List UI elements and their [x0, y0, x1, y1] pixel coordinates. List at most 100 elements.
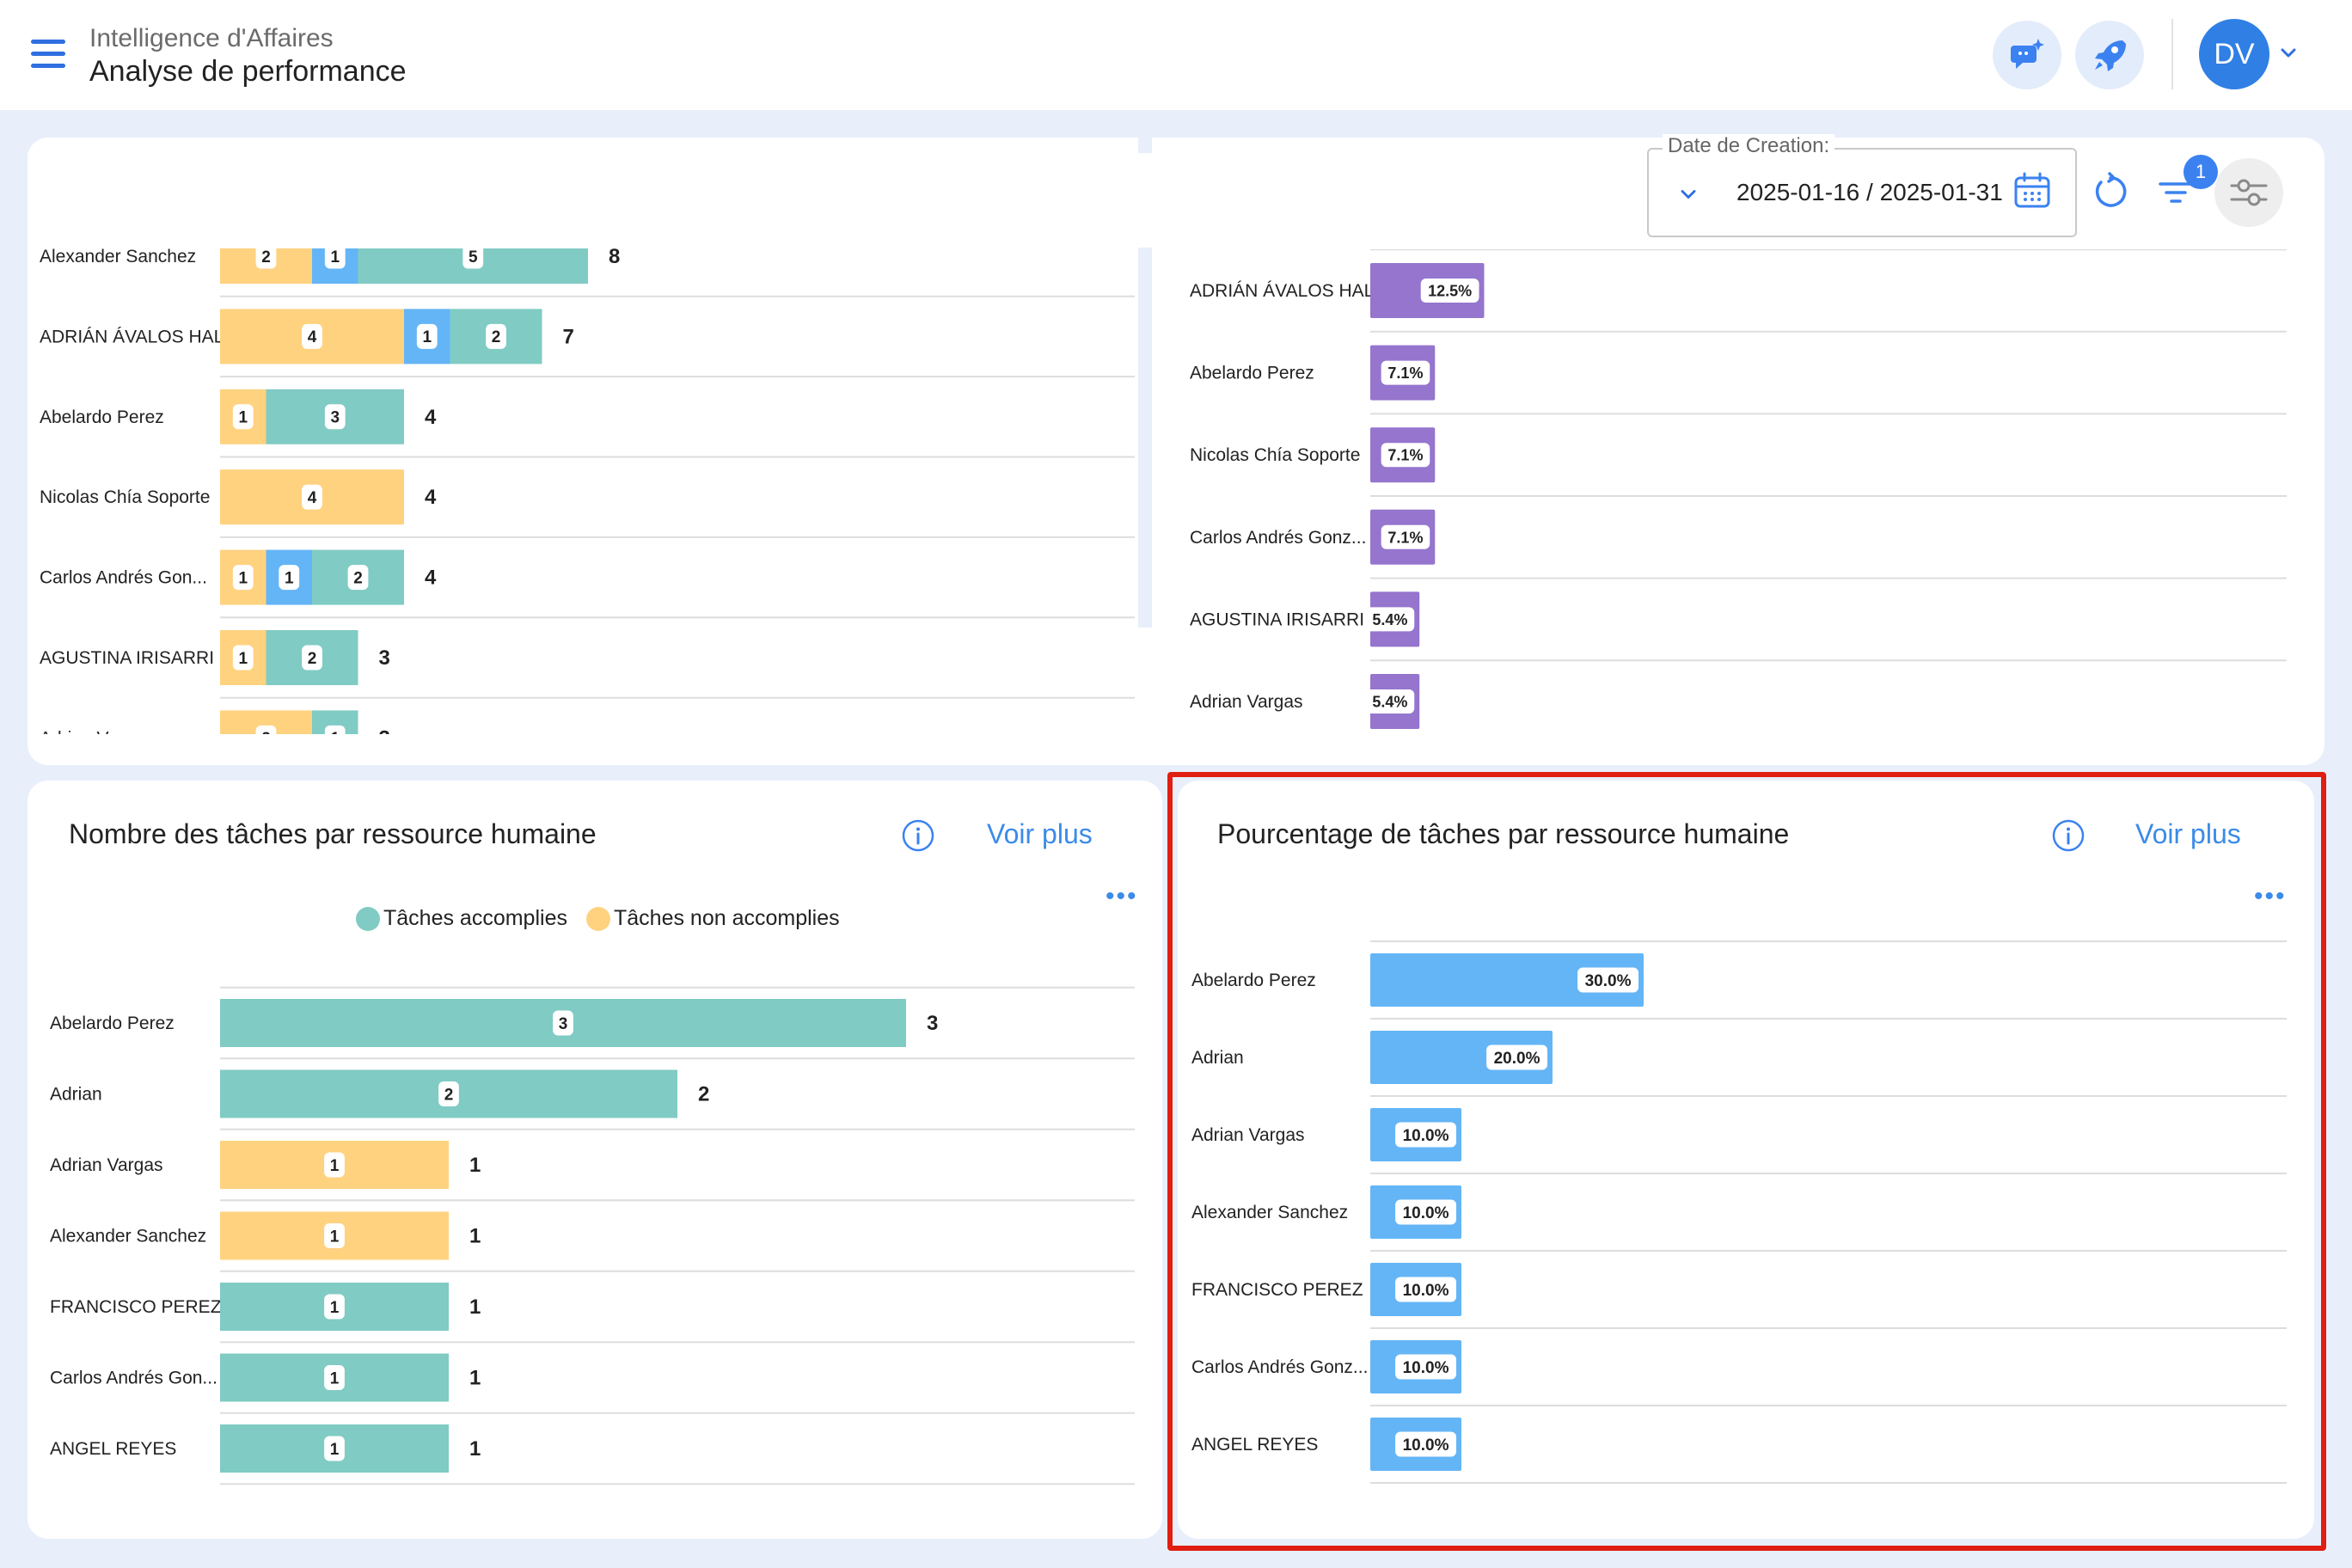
percentage-value-label: 10.0%	[1403, 1127, 1449, 1145]
segment-value-label-chip	[324, 404, 346, 430]
segment-value-label-chip	[324, 1152, 345, 1178]
category-label: Alexander Sanchez	[50, 1227, 206, 1246]
top-bar: Intelligence d'Affaires Analyse de perfo…	[0, 0, 2352, 110]
bar-row[interactable]: ANGEL REYES 1 1	[50, 1424, 481, 1473]
percentage-value-label: 10.0%	[1403, 1204, 1449, 1222]
ai-chat-button[interactable]	[1993, 21, 2061, 89]
bar-row[interactable]: Abelardo Perez 1 3 4	[40, 389, 437, 444]
rocket-icon	[2095, 40, 2126, 71]
total-label: 1	[469, 1295, 481, 1319]
category-label: Nicolas Chía Soporte	[1190, 445, 1360, 465]
bar[interactable]	[1370, 1031, 1553, 1084]
bar-row[interactable]: Abelardo Perez 3 3	[50, 999, 938, 1047]
bar-row[interactable]: Carlos Andrés Gonz... 10.0%	[1191, 1340, 1461, 1393]
bar-row[interactable]: FRANCISCO PEREZ 1 1	[50, 1283, 481, 1331]
voir-plus-link[interactable]: Voir plus	[987, 818, 1093, 849]
bar-row[interactable]: Nicolas Chía Soporte 4 4	[40, 469, 437, 525]
chart-legend: Tâches accomplies Tâches non accomplies	[356, 906, 859, 931]
category-label: Adrian Vargas	[40, 728, 153, 748]
bar-row[interactable]: Adrian 20.0%	[1191, 1031, 1553, 1084]
percentage-value-label-chip	[1395, 1431, 1456, 1457]
launch-button[interactable]	[2075, 21, 2144, 89]
segment-value-label: 1	[285, 569, 294, 587]
bar-segment[interactable]	[312, 710, 358, 765]
bar-row[interactable]: Adrian Vargas 2 1 3	[40, 710, 390, 765]
legend-item-not-accomplished[interactable]: Tâches non accomplies	[585, 906, 840, 931]
more-options-icon[interactable]: •••	[1106, 882, 1138, 910]
category-label: AGUSTINA IRISARRI	[40, 648, 214, 668]
bar-row[interactable]: Adrian Vargas 5.4%	[1190, 674, 1420, 729]
bar-row[interactable]: Carlos Andrés Gon... 1 1	[50, 1353, 481, 1402]
category-label: Adrian Vargas	[1190, 692, 1303, 712]
percentage-value-label: 12.5%	[1428, 282, 1472, 299]
category-label: Nicolas Chía Soporte	[40, 487, 210, 507]
filter-icon[interactable]	[2158, 175, 2194, 208]
segment-value-label-chip	[232, 565, 254, 591]
percentage-value-label: 5.4%	[1372, 611, 1407, 628]
bar-row[interactable]: Adrian Vargas 10.0%	[1191, 1108, 1461, 1161]
segment-value-label-chip	[324, 1365, 345, 1390]
calendar-icon[interactable]	[2012, 170, 2053, 211]
category-label: Alexander Sanchez	[40, 247, 196, 266]
bar-row[interactable]: AGUSTINA IRISARRI 1 2 3	[40, 630, 390, 685]
percentage-value-label: 10.0%	[1403, 1436, 1449, 1455]
total-label: 4	[425, 406, 437, 429]
date-range-field[interactable]	[1647, 148, 2077, 237]
sliders-icon	[2230, 179, 2268, 206]
category-label: Adrian Vargas	[1191, 1125, 1305, 1145]
segment-value-label: 1	[422, 328, 432, 346]
bar-row[interactable]: Abelardo Perez 7.1%	[1190, 345, 1436, 401]
info-icon[interactable]	[901, 818, 935, 853]
total-label: 1	[469, 1367, 481, 1390]
legend-dot	[356, 906, 380, 931]
refresh-icon[interactable]	[2091, 172, 2130, 211]
bar[interactable]	[1370, 953, 1644, 1007]
menu-icon[interactable]	[31, 40, 65, 69]
voir-plus-link[interactable]: Voir plus	[2135, 818, 2241, 849]
bar-segment[interactable]	[220, 710, 312, 765]
bar-row[interactable]: Abelardo Perez 30.0%	[1191, 953, 1644, 1007]
tasks-count-title: Nombre des tâches par ressource humaine	[69, 818, 597, 849]
percentage-value-label-chip	[1365, 607, 1415, 632]
settings-button[interactable]	[2214, 158, 2283, 227]
percentage-value-label-chip	[1420, 279, 1479, 303]
segment-value-label: 2	[308, 650, 317, 668]
segment-value-label-chip	[324, 1294, 345, 1320]
bar-row[interactable]: Alexander Sanchez 10.0%	[1191, 1185, 1461, 1239]
bar-row[interactable]: Adrian 2 2	[50, 1069, 709, 1118]
total-label: 1	[469, 1154, 481, 1177]
user-avatar[interactable]: DV	[2199, 19, 2269, 89]
bar-row[interactable]: FRANCISCO PEREZ 10.0%	[1191, 1263, 1461, 1316]
more-options-icon[interactable]: •••	[2254, 882, 2287, 910]
segment-value-label-chip	[232, 404, 254, 430]
info-icon[interactable]	[2051, 818, 2086, 853]
bar-row[interactable]: ADRIÁN ÁVALOS HAL 12.5%	[1190, 263, 1485, 318]
category-label: AGUSTINA IRISARRI	[1190, 609, 1364, 629]
legend-item-accomplished[interactable]: Tâches accomplies	[356, 906, 567, 931]
legend-dot	[585, 906, 610, 931]
total-label: 3	[927, 1012, 938, 1035]
chevron-down-icon[interactable]	[2278, 43, 2299, 64]
bar-row[interactable]: Carlos Andrés Gon... 1 1 2 4	[40, 549, 437, 605]
bar-row[interactable]: Carlos Andrés Gonz... 7.1%	[1190, 509, 1436, 565]
bar-row[interactable]: Nicolas Chía Soporte 7.1%	[1190, 427, 1436, 483]
bar-row[interactable]: Adrian Vargas 1 1	[50, 1141, 481, 1189]
segment-value-label-chip	[416, 323, 438, 349]
segment-value-label-chip	[324, 1223, 345, 1248]
segment-value-label: 1	[330, 1157, 340, 1175]
bar-row[interactable]: ADRIÁN ÁVALOS HAL 4 1 2 7	[40, 309, 574, 364]
percentage-value-label-chip	[1395, 1122, 1456, 1148]
segment-value-label: 1	[330, 1441, 340, 1459]
bar-row[interactable]: ANGEL REYES 10.0%	[1191, 1418, 1461, 1471]
segment-value-label-chip	[302, 645, 322, 671]
segment-value-label-chip	[486, 323, 506, 349]
bar-row[interactable]: Alexander Sanchez 2 1 5 8	[40, 229, 620, 284]
bar-row[interactable]: AGUSTINA IRISARRI 5.4%	[1190, 591, 1420, 647]
bar-row[interactable]: Alexander Sanchez 1 1	[50, 1211, 481, 1260]
chevron-down-icon[interactable]	[1676, 182, 1700, 206]
segment-value-label: 2	[261, 248, 271, 266]
total-label: 1	[469, 1225, 481, 1248]
segment-value-label: 1	[238, 409, 248, 427]
page-title: Analyse de performance	[89, 55, 407, 88]
